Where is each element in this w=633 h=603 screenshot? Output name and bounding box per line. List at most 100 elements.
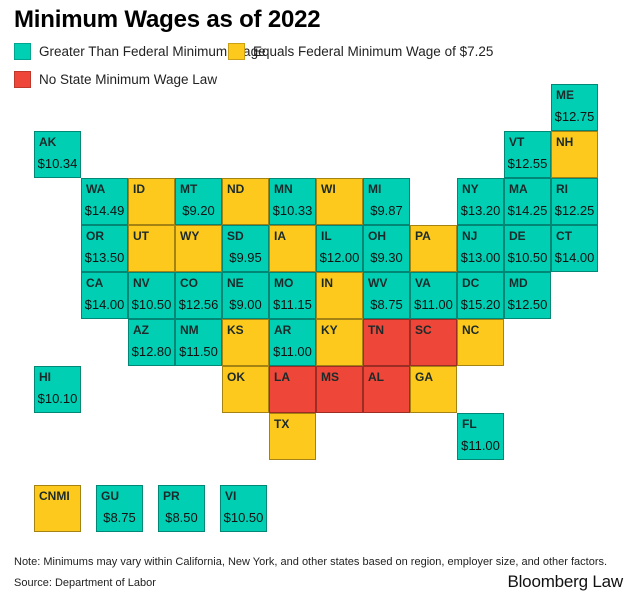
state-abbr: WV [368, 276, 388, 290]
state-abbr: IN [321, 276, 333, 290]
state-abbr: VA [415, 276, 431, 290]
source-line: Source: Department of Labor [14, 577, 156, 589]
territory-abbr: VI [225, 489, 237, 503]
state-tile-tx: TX [269, 413, 316, 460]
state-wage: $9.30 [370, 250, 403, 265]
state-wage: $10.50 [507, 250, 548, 265]
state-tile-ia: IA [269, 225, 316, 272]
state-tile-me: ME $12.75 [551, 84, 598, 131]
state-abbr: OK [227, 370, 245, 384]
territory-abbr: PR [163, 489, 180, 503]
state-abbr: MI [368, 182, 382, 196]
state-abbr: CT [556, 229, 572, 243]
state-wage: $12.55 [507, 156, 548, 171]
territory-tile-pr: PR $8.50 [158, 485, 205, 532]
state-abbr: NJ [462, 229, 478, 243]
state-abbr: FL [462, 417, 477, 431]
state-abbr: AL [368, 370, 384, 384]
state-tile-ok: OK [222, 366, 269, 413]
state-wage: $11.00 [461, 438, 500, 453]
territory-abbr: GU [101, 489, 119, 503]
state-wage: $14.00 [84, 297, 125, 312]
state-tile-nd: ND [222, 178, 269, 225]
state-abbr: UT [133, 229, 149, 243]
state-wage: $9.87 [370, 203, 403, 218]
state-tile-az: AZ $12.80 [128, 319, 175, 366]
state-abbr: RI [556, 182, 568, 196]
state-abbr: DE [509, 229, 526, 243]
state-abbr: MT [180, 182, 198, 196]
state-tile-ak: AK $10.34 [34, 131, 81, 178]
state-tile-ca: CA $14.00 [81, 272, 128, 319]
state-tile-wy: WY [175, 225, 222, 272]
state-abbr: AK [39, 135, 57, 149]
legend-swatch-equals [228, 43, 245, 60]
territory-abbr: CNMI [39, 489, 70, 503]
state-tile-mn: MN $10.33 [269, 178, 316, 225]
state-tile-or: OR $13.50 [81, 225, 128, 272]
state-tile-wa: WA $14.49 [81, 178, 128, 225]
state-wage: $8.75 [370, 297, 403, 312]
territory-wage: $8.50 [165, 510, 198, 525]
state-wage: $10.50 [131, 297, 172, 312]
state-abbr: DC [462, 276, 480, 290]
state-abbr: TN [368, 323, 384, 337]
state-abbr: SC [415, 323, 432, 337]
state-tile-sd: SD $9.95 [222, 225, 269, 272]
state-wage: $9.20 [182, 203, 215, 218]
state-abbr: NC [462, 323, 480, 337]
state-tile-nj: NJ $13.00 [457, 225, 504, 272]
state-wage: $13.50 [84, 250, 125, 265]
state-tile-il: IL $12.00 [316, 225, 363, 272]
state-tile-wv: WV $8.75 [363, 272, 410, 319]
legend-label-greater: Greater Than Federal Minimum Wage [39, 44, 266, 59]
state-abbr: IA [274, 229, 286, 243]
state-abbr: GA [415, 370, 433, 384]
state-abbr: AZ [133, 323, 149, 337]
state-tile-nh: NH [551, 131, 598, 178]
state-abbr: WI [321, 182, 336, 196]
state-abbr: KY [321, 323, 338, 337]
territory-tile-gu: GU $8.75 [96, 485, 143, 532]
state-abbr: NH [556, 135, 574, 149]
state-abbr: ME [556, 88, 574, 102]
state-tile-ri: RI $12.25 [551, 178, 598, 225]
territory-wage: $10.50 [223, 510, 264, 525]
state-wage: $9.95 [229, 250, 262, 265]
state-abbr: MN [274, 182, 293, 196]
state-abbr: ID [133, 182, 145, 196]
state-tile-ar: AR $11.00 [269, 319, 316, 366]
state-abbr: MS [321, 370, 339, 384]
legend-item-equals: Equals Federal Minimum Wage of $7.25 [228, 43, 493, 60]
state-wage: $9.00 [229, 297, 262, 312]
state-abbr: SD [227, 229, 244, 243]
legend-swatch-none [14, 71, 31, 88]
state-abbr: ND [227, 182, 245, 196]
state-wage: $11.00 [414, 297, 453, 312]
territory-wage: $8.75 [103, 510, 136, 525]
territory-tile-vi: VI $10.50 [220, 485, 267, 532]
state-tile-ut: UT [128, 225, 175, 272]
state-abbr: OH [368, 229, 386, 243]
state-abbr: MA [509, 182, 528, 196]
state-wage: $11.00 [273, 344, 312, 359]
state-wage: $12.80 [131, 344, 172, 359]
state-tile-hi: HI $10.10 [34, 366, 81, 413]
state-tile-md: MD $12.50 [504, 272, 551, 319]
state-tile-tn: TN [363, 319, 410, 366]
state-wage: $10.33 [272, 203, 313, 218]
state-wage: $13.00 [460, 250, 501, 265]
state-abbr: PA [415, 229, 431, 243]
state-abbr: NM [180, 323, 199, 337]
state-abbr: WA [86, 182, 106, 196]
state-abbr: LA [274, 370, 290, 384]
state-wage: $10.34 [37, 156, 78, 171]
state-abbr: AR [274, 323, 292, 337]
state-wage: $11.15 [273, 297, 312, 312]
state-wage: $15.20 [460, 297, 501, 312]
state-tile-ma: MA $14.25 [504, 178, 551, 225]
state-abbr: WY [180, 229, 200, 243]
state-tile-oh: OH $9.30 [363, 225, 410, 272]
state-tile-ny: NY $13.20 [457, 178, 504, 225]
state-tile-nc: NC [457, 319, 504, 366]
